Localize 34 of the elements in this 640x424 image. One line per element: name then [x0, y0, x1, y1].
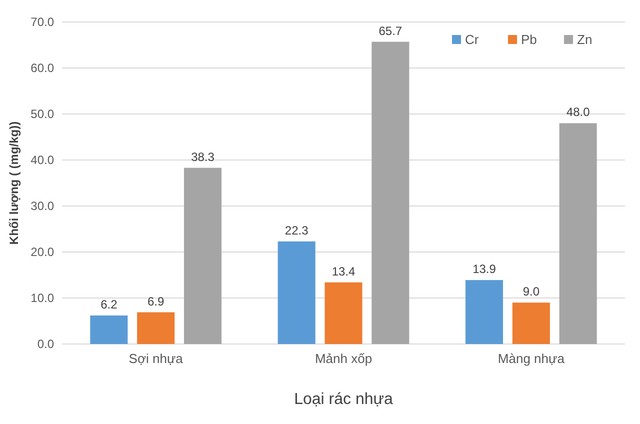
x-axis-title: Loại rác nhựa	[294, 391, 393, 408]
legend-label: Cr	[465, 32, 480, 47]
legend-label: Pb	[521, 32, 537, 47]
bar	[372, 42, 410, 344]
bar	[512, 302, 550, 344]
text: 13.4	[332, 264, 356, 278]
text: 22.3	[284, 223, 308, 238]
text: 38.3	[191, 150, 214, 164]
bar	[137, 312, 175, 344]
bar	[559, 123, 597, 344]
y-tick-label: 10.0	[30, 290, 54, 305]
text: 48.0	[566, 105, 590, 120]
text: 6.9	[147, 294, 164, 308]
y-tick-label: 40.0	[30, 152, 54, 167]
text: 6.2	[100, 297, 118, 312]
legend-label: Zn	[577, 32, 592, 47]
bar	[184, 168, 222, 344]
bar	[465, 280, 504, 344]
bar	[90, 315, 128, 344]
x-tick-label: Màng nhựa	[498, 351, 566, 366]
y-tick-label: 60.0	[30, 60, 54, 75]
text: 9.0	[522, 284, 540, 299]
y-axis-title: Khối lượng ( (mg/kg))	[7, 121, 21, 245]
y-tick-label: 20.0	[30, 244, 54, 259]
text: 13.9	[472, 262, 496, 276]
y-tick-label: 50.0	[30, 106, 54, 121]
bar	[324, 282, 362, 344]
y-tick-label: 30.0	[30, 198, 54, 213]
y-tick-label: 0.0	[37, 336, 54, 351]
text: 65.7	[378, 24, 402, 38]
y-tick-label: 70.0	[30, 14, 54, 29]
x-tick-label: Sợi nhựa	[128, 351, 184, 366]
bar	[278, 241, 316, 344]
x-tick-label: Mảnh xốp	[314, 351, 372, 366]
